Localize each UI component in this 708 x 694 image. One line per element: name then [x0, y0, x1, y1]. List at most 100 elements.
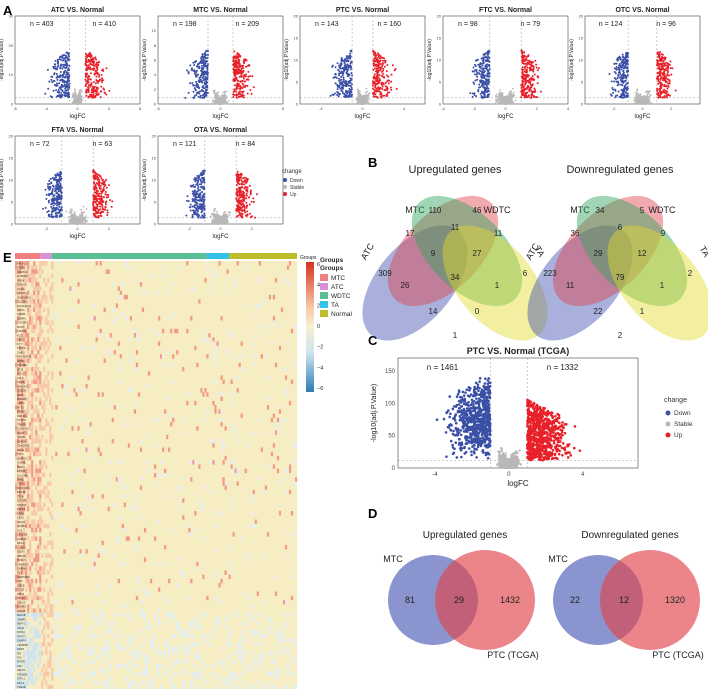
down-point — [56, 82, 58, 84]
volcano-ytick: 8 — [154, 43, 157, 48]
down-point — [57, 63, 59, 65]
up-point — [372, 50, 374, 52]
up-point — [94, 58, 96, 60]
down-point — [58, 89, 60, 91]
down-point — [472, 70, 474, 72]
up-point — [656, 78, 658, 80]
up-point — [390, 81, 392, 83]
stable-point — [506, 97, 508, 99]
down-point — [189, 64, 191, 66]
down-point — [348, 80, 350, 82]
down-point — [481, 85, 483, 87]
down-point — [349, 77, 351, 79]
up-point — [662, 96, 664, 98]
stable-point — [355, 99, 357, 101]
up-point — [88, 75, 90, 77]
down-point — [621, 84, 623, 86]
up-point — [87, 59, 89, 61]
stable-point — [358, 102, 360, 104]
up-point — [237, 72, 239, 74]
stable-point — [650, 94, 652, 96]
volcano-ytick: 0 — [296, 102, 299, 107]
down-point — [207, 54, 209, 56]
stable-point — [81, 91, 83, 93]
stable-point — [648, 91, 650, 93]
down-point — [189, 82, 191, 84]
down-point — [339, 93, 341, 95]
down-point — [609, 73, 611, 75]
stable-point — [501, 93, 503, 95]
up-point — [234, 84, 236, 86]
down-point — [198, 92, 200, 94]
up-point — [236, 97, 238, 99]
up-point — [99, 80, 101, 82]
up-point — [251, 75, 253, 77]
up-point — [385, 82, 387, 84]
down-point — [624, 85, 626, 87]
stable-point — [359, 92, 361, 94]
down-point — [621, 66, 623, 68]
up-point — [97, 94, 99, 96]
down-point — [484, 70, 486, 72]
volcano-ytick: 0 — [581, 102, 584, 107]
down-point — [62, 75, 64, 77]
stable-point — [80, 96, 82, 98]
down-point — [346, 57, 348, 59]
stable-point — [224, 94, 226, 96]
volcano-xtick: -4 — [44, 106, 48, 111]
up-point — [88, 89, 90, 91]
volcano-n-down: n = 403 — [30, 21, 54, 28]
down-point — [48, 81, 50, 83]
down-point — [346, 73, 348, 75]
volcano-title: FTA VS. Normal — [51, 127, 103, 134]
stable-point — [508, 95, 510, 97]
up-point — [522, 85, 524, 87]
up-point — [242, 65, 244, 67]
down-point — [60, 71, 62, 73]
down-point — [622, 75, 624, 77]
down-point — [344, 58, 346, 60]
down-point — [624, 89, 626, 91]
volcano-ytick: 4 — [154, 72, 157, 77]
stable-point — [638, 98, 640, 100]
down-point — [337, 69, 339, 71]
up-point — [535, 64, 537, 66]
down-point — [59, 58, 61, 60]
down-point — [486, 75, 488, 77]
down-point — [336, 85, 338, 87]
down-point — [195, 76, 197, 78]
down-point — [332, 65, 334, 67]
up-point — [658, 71, 660, 73]
down-point — [65, 84, 67, 86]
up-point — [537, 75, 539, 77]
stable-point — [214, 103, 216, 105]
volcano-xtick: -8 — [13, 106, 17, 111]
volcano-ylabel: -log10(adj.P.Value) — [427, 39, 433, 81]
stable-point — [640, 103, 642, 105]
down-point — [59, 76, 61, 78]
down-point — [347, 69, 349, 71]
down-point — [201, 73, 203, 75]
down-point — [479, 62, 481, 64]
down-point — [56, 68, 58, 70]
stable-point — [645, 96, 647, 98]
up-point — [86, 74, 88, 76]
down-point — [626, 52, 628, 54]
down-point — [192, 62, 194, 64]
up-point — [524, 66, 526, 68]
volcano-xtick: 0 — [219, 106, 222, 111]
up-point — [524, 71, 526, 73]
up-point — [241, 80, 243, 82]
down-point — [196, 92, 198, 94]
stable-point — [499, 89, 501, 91]
stable-point — [646, 101, 648, 103]
up-point — [522, 58, 524, 60]
stable-point — [513, 91, 515, 93]
down-point — [347, 75, 349, 77]
down-point — [620, 57, 622, 59]
up-point — [376, 80, 378, 82]
down-point — [198, 96, 200, 98]
down-point — [476, 79, 478, 81]
stable-point — [514, 99, 516, 101]
